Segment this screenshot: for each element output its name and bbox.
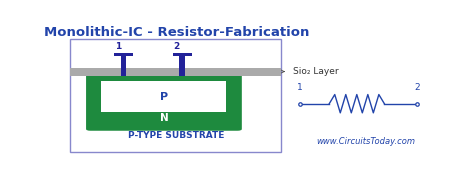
Text: www.CircuitsToday.com: www.CircuitsToday.com (317, 137, 416, 146)
Bar (173, 53, 191, 56)
Bar (120, 68, 127, 76)
Bar (114, 53, 133, 56)
Text: 1: 1 (297, 83, 303, 92)
Text: N: N (160, 113, 168, 124)
Bar (70, 39, 282, 152)
Bar (179, 68, 185, 76)
Text: Sio₂ Layer: Sio₂ Layer (292, 67, 338, 76)
Text: 1: 1 (115, 42, 121, 51)
Text: 2: 2 (173, 42, 180, 51)
Bar (101, 81, 227, 112)
Bar (70, 68, 282, 76)
Bar (179, 54, 185, 68)
Text: 2: 2 (415, 83, 420, 92)
Text: P: P (160, 92, 168, 102)
Text: Monolithic-IC - Resistor-Fabrication: Monolithic-IC - Resistor-Fabrication (44, 26, 310, 39)
FancyBboxPatch shape (86, 72, 242, 131)
Bar (120, 54, 127, 68)
Text: P-TYPE SUBSTRATE: P-TYPE SUBSTRATE (128, 131, 224, 140)
